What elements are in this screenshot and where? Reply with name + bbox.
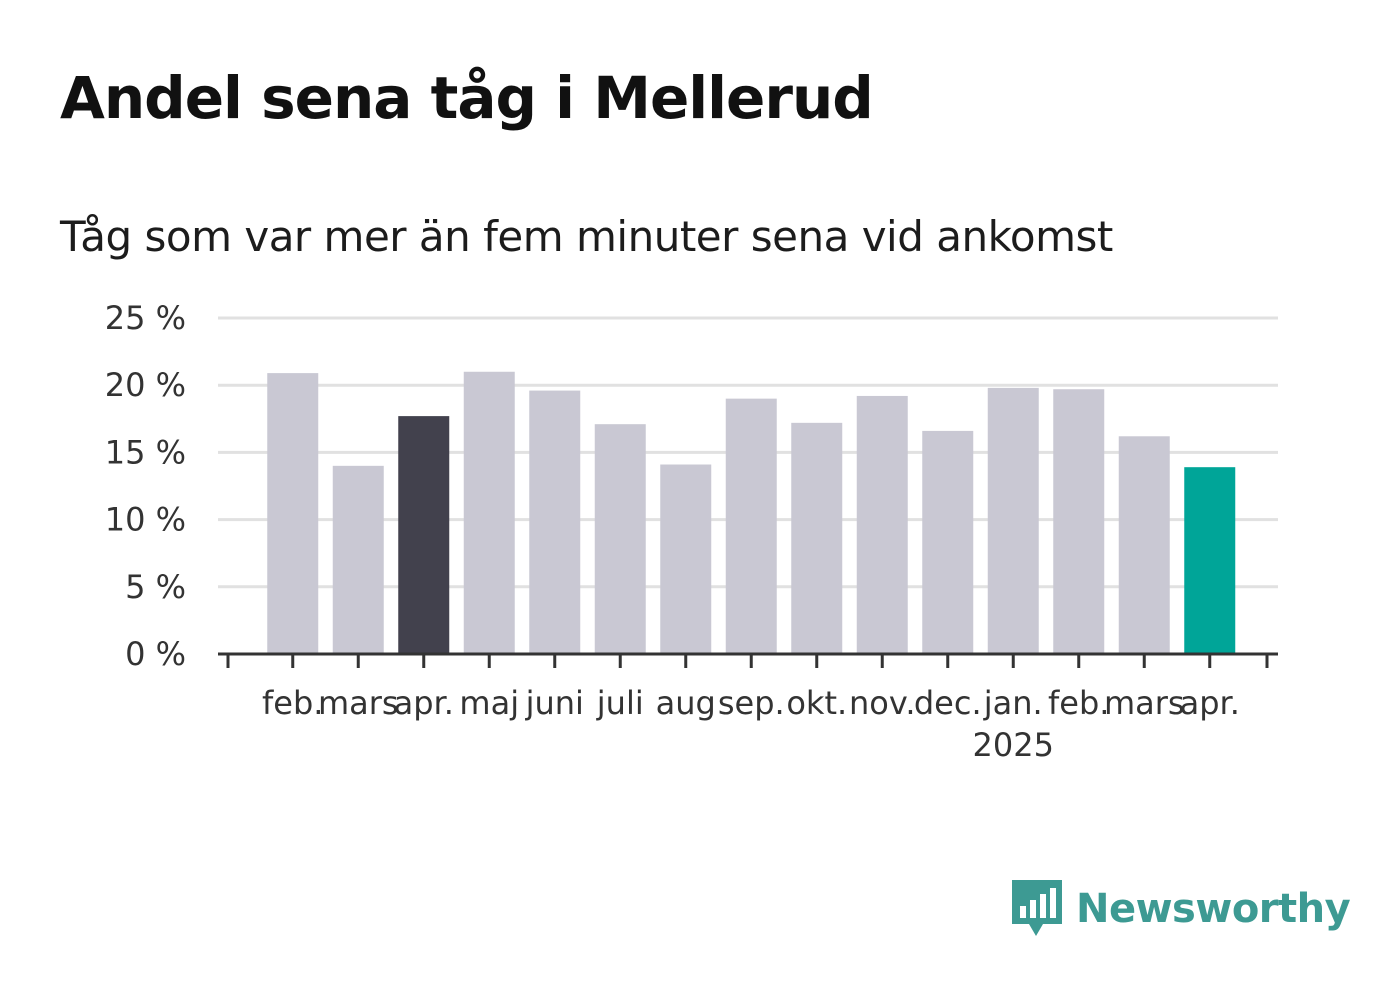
- x-tick-label: aug: [656, 684, 716, 722]
- bar: [856, 395, 908, 654]
- bar: [594, 424, 646, 654]
- y-tick-label: 25 %: [105, 299, 186, 337]
- bar: [529, 390, 581, 654]
- bar: [398, 416, 450, 654]
- newsworthy-logo: Newsworthy: [1010, 878, 1351, 940]
- year-label: 2025: [973, 726, 1054, 764]
- x-tick-label: apr.: [394, 684, 454, 722]
- x-tick-label: apr.: [1180, 684, 1240, 722]
- x-tick-label: okt.: [786, 684, 847, 722]
- bar: [267, 373, 319, 654]
- y-tick-label: 20 %: [105, 366, 186, 404]
- y-axis-labels: 0 % 5 % 10 % 15 % 20 % 25 %: [105, 299, 186, 673]
- bar: [332, 465, 384, 654]
- bar: [463, 371, 515, 654]
- x-tick-label: jan.: [983, 684, 1043, 722]
- x-tick-label: maj: [459, 684, 519, 722]
- chart-title: Andel sena tåg i Mellerud: [60, 64, 874, 132]
- bar: [725, 398, 777, 654]
- x-tick-label: feb.: [262, 684, 323, 722]
- bar: [1118, 436, 1170, 654]
- x-tick-label: juni: [525, 684, 584, 722]
- bar: [1053, 389, 1105, 654]
- y-tick-label: 10 %: [105, 501, 186, 539]
- logo-text: Newsworthy: [1076, 886, 1351, 932]
- x-tick-label: nov.: [849, 684, 915, 722]
- y-tick-label: 0 %: [125, 635, 186, 673]
- chart-subtitle: Tåg som var mer än fem minuter sena vid …: [60, 212, 1113, 261]
- bar: [791, 422, 843, 654]
- x-tick-label: mars: [1104, 684, 1185, 722]
- x-tick-label: juli: [596, 684, 644, 722]
- x-axis: [218, 652, 1278, 668]
- x-tick-label: feb.: [1048, 684, 1109, 722]
- y-tick-label: 15 %: [105, 433, 186, 471]
- x-tick-label: mars: [318, 684, 399, 722]
- bar: [1184, 467, 1236, 654]
- x-tick-label: dec.: [914, 684, 982, 722]
- bar: [660, 464, 712, 654]
- bars: [267, 371, 1236, 654]
- bar: [987, 387, 1039, 654]
- bar: [922, 430, 974, 654]
- newsworthy-chart-icon: [1012, 880, 1062, 936]
- y-tick-label: 5 %: [125, 568, 186, 606]
- x-tick-label: sep.: [718, 684, 785, 722]
